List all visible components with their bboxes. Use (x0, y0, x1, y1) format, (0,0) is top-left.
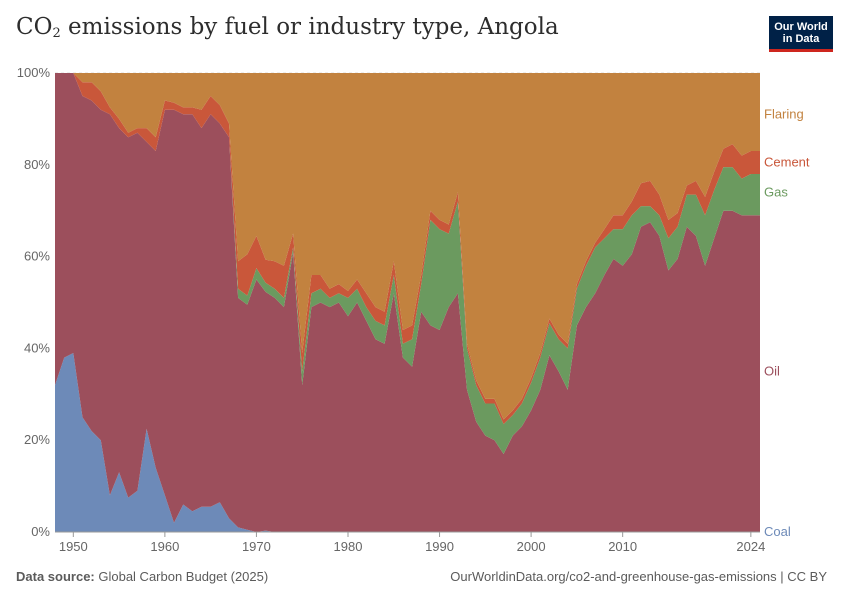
x-tick-label-1980: 1980 (334, 539, 363, 554)
source-url[interactable]: OurWorldinData.org/co2-and-greenhouse-ga… (450, 569, 827, 584)
data-source: Data source: Global Carbon Budget (2025) (16, 569, 269, 584)
y-tick-label-0: 0% (31, 524, 50, 539)
x-tick-label-2010: 2010 (608, 539, 637, 554)
x-tick-label-2024: 2024 (736, 539, 765, 554)
y-tick-label-80: 80% (24, 157, 50, 172)
legend-flaring[interactable]: Flaring (764, 106, 804, 121)
y-axis: 0% 20% 40% 60% 80% 100% (17, 65, 51, 539)
y-tick-label-60: 60% (24, 249, 50, 264)
y-tick-label-20: 20% (24, 432, 50, 447)
x-tick-label-1960: 1960 (150, 539, 179, 554)
x-tick-label-1990: 1990 (425, 539, 454, 554)
x-axis: 1950 1960 1970 1980 1990 2000 2010 2024 (55, 531, 765, 554)
chart-title: CO2 emissions by fuel or industry type, … (16, 14, 559, 41)
x-tick-label-1970: 1970 (242, 539, 271, 554)
legend-gas[interactable]: Gas (764, 184, 788, 199)
legend-oil[interactable]: Oil (764, 363, 780, 378)
legend-cement[interactable]: Cement (764, 155, 810, 170)
legend: Flaring Cement Gas Oil Coal (764, 106, 810, 539)
area-coal[interactable] (55, 353, 760, 532)
y-tick-label-40: 40% (24, 340, 50, 355)
area-oil[interactable] (55, 73, 760, 532)
area-flaring[interactable] (55, 73, 760, 420)
owid-logo[interactable]: Our World in Data (769, 16, 833, 52)
y-tick-label-100: 100% (17, 65, 51, 80)
stacked-areas (55, 73, 760, 532)
x-tick-label-1950: 1950 (59, 539, 88, 554)
legend-coal[interactable]: Coal (764, 524, 791, 539)
x-tick-label-2000: 2000 (517, 539, 546, 554)
area-cement[interactable] (55, 73, 760, 425)
